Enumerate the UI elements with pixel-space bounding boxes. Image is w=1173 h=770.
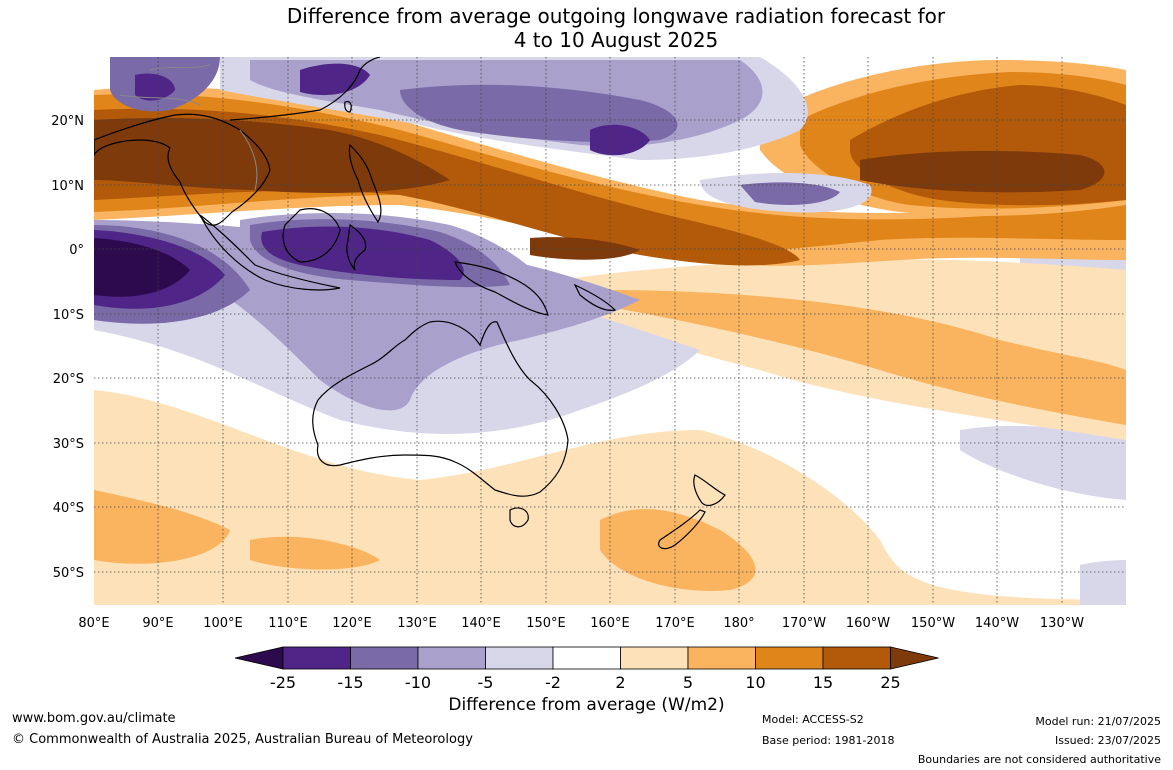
- borders: [119, 64, 258, 191]
- colorbar-tick-label: -2: [545, 673, 561, 692]
- website-link[interactable]: www.bom.gov.au/climate: [12, 711, 176, 726]
- x-tick-label: 160°W: [846, 616, 890, 631]
- x-tick-label: 130°W: [1040, 616, 1084, 631]
- anomaly-region: [600, 509, 756, 591]
- x-axis-labels: 80°E 90°E 100°E 110°E 120°E 130°E 140°E …: [78, 616, 1084, 631]
- x-tick-label: 90°E: [142, 616, 173, 631]
- x-tick-label: 120°E: [332, 616, 372, 631]
- colorbar-segment: [552, 646, 621, 670]
- colorbar-segment: [282, 646, 351, 670]
- colorbar-tick-label: 5: [683, 673, 693, 692]
- colorbar-segment: [687, 646, 756, 670]
- olr-anomaly-map: 80°E 90°E 100°E 110°E 120°E 130°E 140°E …: [51, 57, 1126, 692]
- australia-coastline: [312, 320, 569, 497]
- colorbar-tick-label: -25: [270, 673, 296, 692]
- colorbar-tick-label: 2: [615, 673, 625, 692]
- y-tick-label: 20°S: [53, 372, 84, 387]
- colorbar-tick-label: -5: [478, 673, 494, 692]
- anomaly-region: [261, 226, 464, 280]
- y-tick-label: 40°S: [53, 501, 84, 516]
- x-tick-label: 170°W: [782, 616, 826, 631]
- anomaly-region: [250, 536, 380, 570]
- colorbar-tick-label: -10: [405, 673, 431, 692]
- y-tick-label: 20°N: [51, 114, 84, 129]
- map-plot-area: [94, 57, 1126, 605]
- anomaly-region: [94, 238, 190, 297]
- solomons-coastline: [573, 283, 617, 311]
- base-period: Base period: 1981-2018: [762, 734, 895, 747]
- colorbar-title: Difference from average (W/m2): [448, 695, 725, 715]
- new-zealand-coastline: [658, 474, 726, 550]
- se-asia-coastline: [94, 113, 271, 226]
- y-tick-label: 50°S: [53, 566, 84, 581]
- y-tick-label: 0°: [69, 243, 84, 258]
- anomaly-region: [860, 150, 1105, 193]
- anomaly-region: [590, 124, 650, 156]
- graticule: [94, 57, 1126, 605]
- anomaly-region: [135, 73, 175, 101]
- boundaries-disclaimer: Boundaries are not considered authoritat…: [917, 753, 1161, 766]
- map-title: Difference from average outgoing longwav…: [0, 4, 1173, 52]
- colorbar-extend-high: [890, 646, 939, 670]
- anomaly-region: [600, 290, 1126, 425]
- colorbar-segment: [485, 646, 554, 670]
- china-coastline: [229, 57, 381, 121]
- x-tick-label: 170°E: [655, 616, 695, 631]
- x-tick-label: 80°E: [78, 616, 109, 631]
- model-run-date: Model run: 21/07/2025: [1035, 715, 1161, 728]
- y-tick-label: 10°N: [51, 179, 84, 194]
- colorbar-tick-label: 25: [880, 673, 900, 692]
- taiwan-coastline: [344, 100, 352, 113]
- colorbar-segment: [350, 646, 419, 670]
- x-tick-label: 130°E: [397, 616, 437, 631]
- y-axis-labels: 20°N 10°N 0° 10°S 20°S 30°S 40°S 50°S: [51, 114, 84, 581]
- sulawesi-coastline: [346, 223, 367, 271]
- anomaly-region: [94, 118, 450, 193]
- x-tick-label: 140°E: [461, 616, 501, 631]
- colorbar-tick-label: -15: [337, 673, 363, 692]
- x-tick-label: 150°E: [526, 616, 566, 631]
- title-line-2: 4 to 10 August 2025: [513, 28, 719, 52]
- title-line-1: Difference from average outgoing longwav…: [286, 4, 946, 28]
- x-tick-label: 110°E: [268, 616, 308, 631]
- x-tick-label: 140°W: [975, 616, 1019, 631]
- x-tick-label: 150°W: [911, 616, 955, 631]
- colorbar-segment: [822, 646, 891, 670]
- model-name: Model: ACCESS-S2: [762, 713, 864, 726]
- colorbar-segment: [417, 646, 486, 670]
- philippines-coastline: [348, 143, 382, 224]
- x-tick-label: 100°E: [203, 616, 243, 631]
- colorbar-tick-label: 15: [813, 673, 833, 692]
- anomaly-region: [94, 490, 230, 564]
- tasmania-coastline: [509, 507, 529, 528]
- anomaly-region: [960, 425, 1126, 500]
- anomaly-region: [740, 182, 840, 205]
- new-guinea-coastline: [454, 261, 549, 316]
- colorbar-extend-low: [234, 646, 284, 670]
- y-tick-label: 10°S: [53, 308, 84, 323]
- coastlines: [94, 57, 726, 550]
- sumatra-java-coastline: [199, 214, 341, 291]
- issued-date: Issued: 23/07/2025: [1054, 734, 1161, 747]
- colorbar-tick-label: 10: [745, 673, 765, 692]
- anomaly-region: [530, 237, 640, 260]
- borneo-coastline: [282, 208, 341, 263]
- copyright-text: © Commonwealth of Australia 2025, Austra…: [12, 732, 473, 747]
- anomaly-region: [1080, 560, 1126, 605]
- anomaly-region: [300, 63, 370, 96]
- colorbar: -25 -15 -10 -5 -2 2 5 10 15 25: [234, 646, 939, 692]
- colorbar-segment: [755, 646, 824, 670]
- x-tick-label: 180°: [723, 616, 754, 631]
- y-tick-label: 30°S: [53, 437, 84, 452]
- x-tick-label: 160°E: [590, 616, 630, 631]
- colorbar-segment: [620, 646, 689, 670]
